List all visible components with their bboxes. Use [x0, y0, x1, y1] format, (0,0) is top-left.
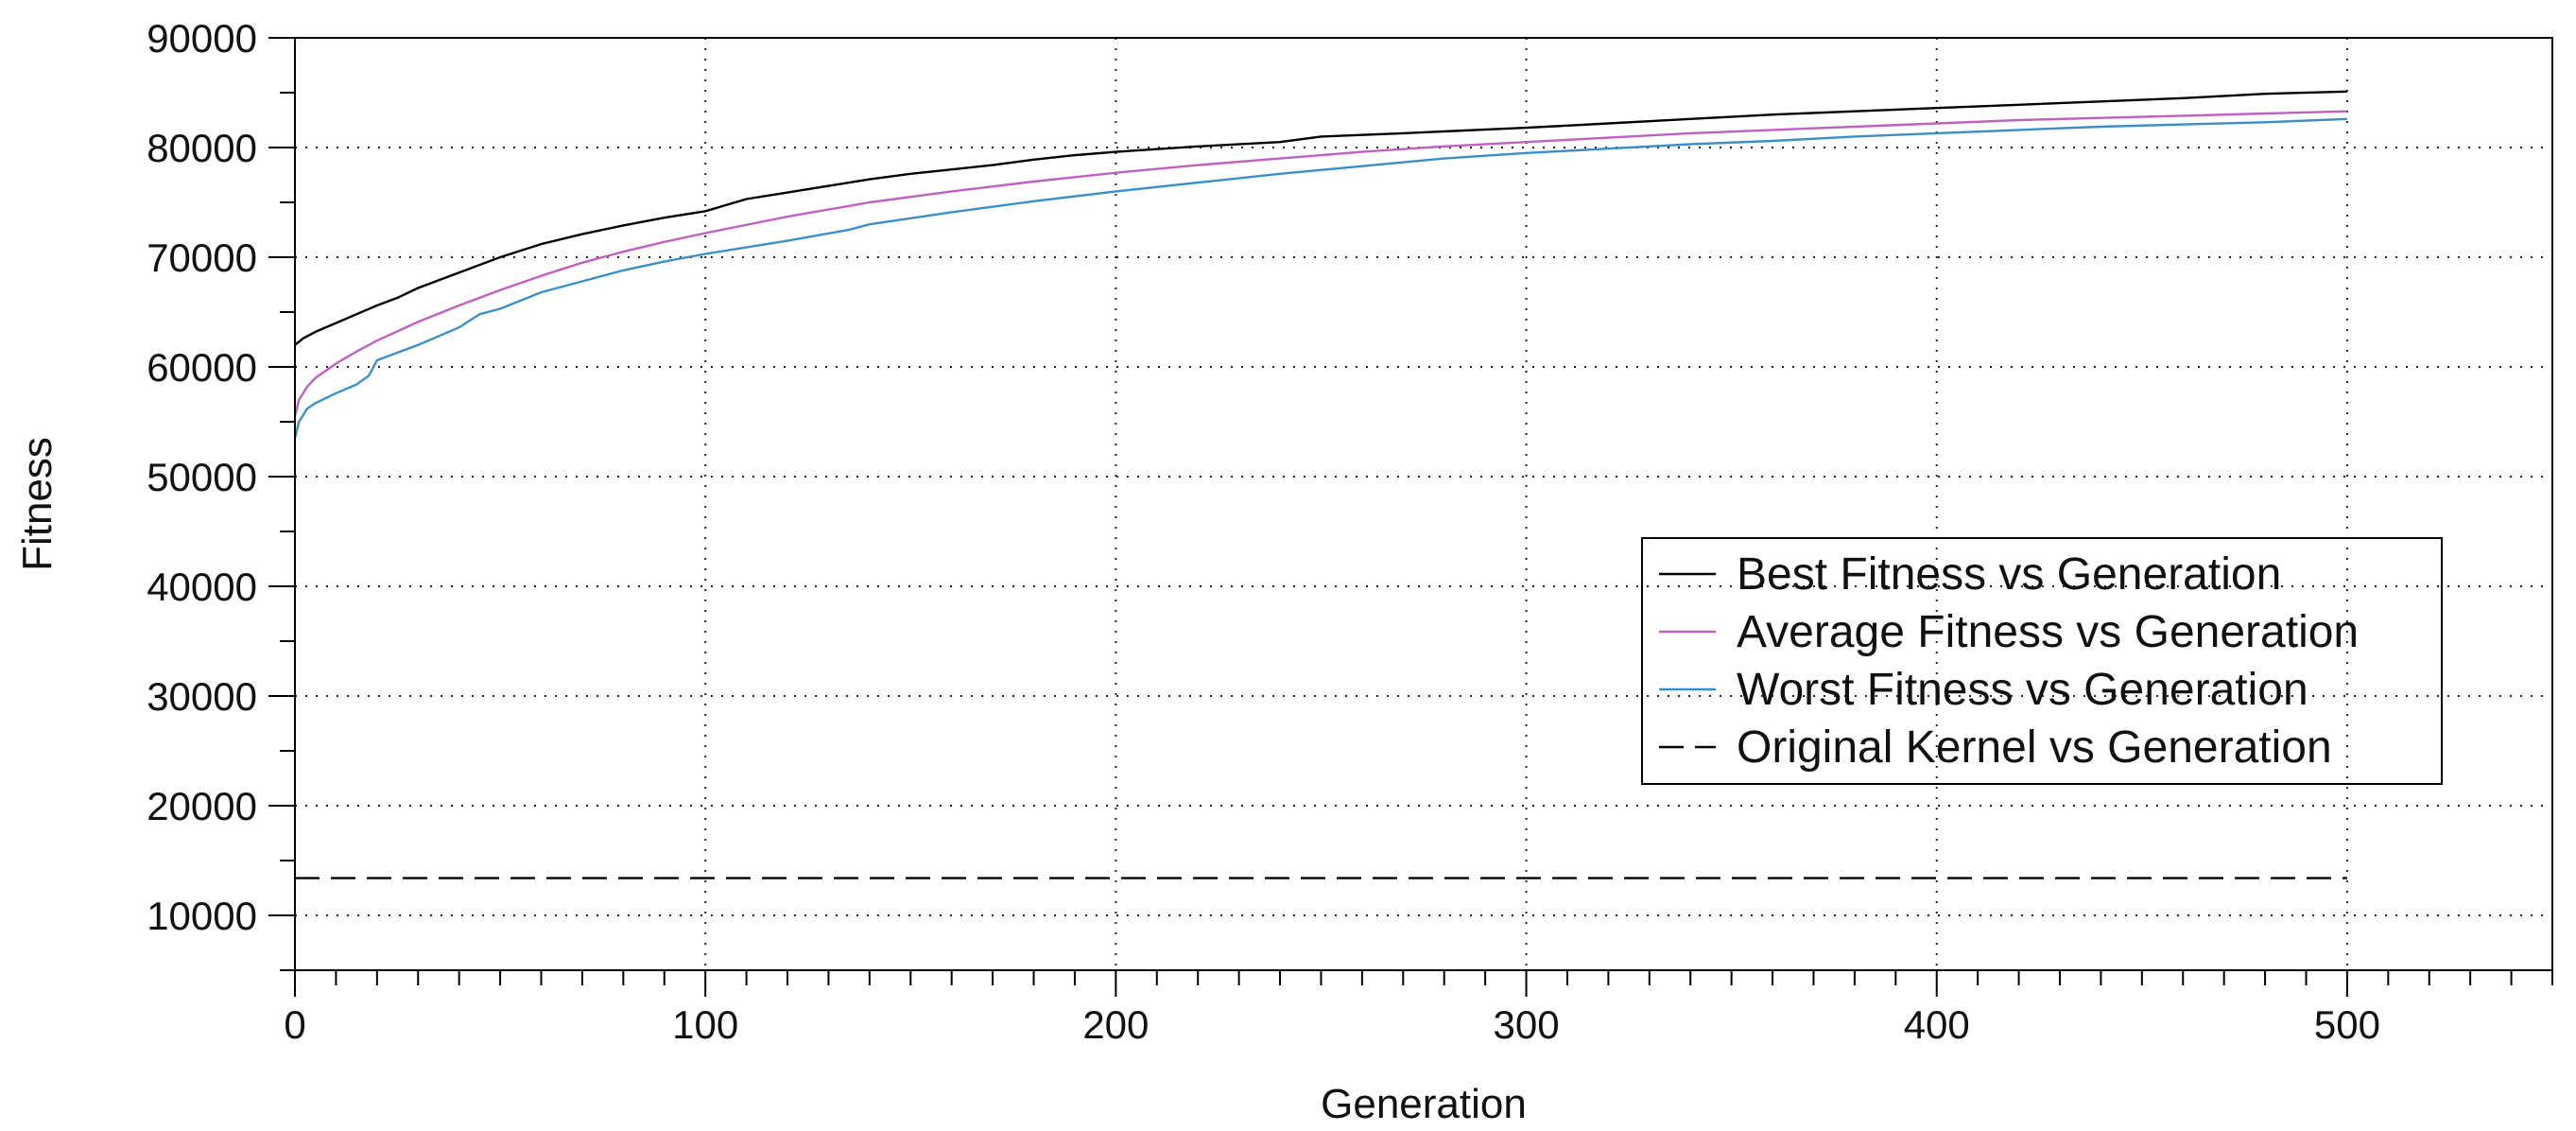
y-tick-label: 70000 [147, 235, 257, 280]
x-tick-label: 100 [672, 1002, 738, 1047]
x-tick-label: 0 [284, 1002, 305, 1047]
y-tick-label: 90000 [147, 16, 257, 61]
y-tick-label: 50000 [147, 455, 257, 499]
x-axis-label: Generation [1321, 1081, 1527, 1127]
x-tick-label: 400 [1904, 1002, 1970, 1047]
best-fitness-vs-generation-line [294, 90, 2347, 346]
y-tick-label: 30000 [147, 674, 257, 719]
worst-fitness-vs-generation-line [293, 117, 2347, 439]
y-tick-label: 80000 [147, 126, 257, 170]
grid-lines [295, 37, 2552, 970]
plot-area-frame [294, 37, 2553, 971]
legend-label-average-fitness-vs-generation: Average Fitness vs Generation [1737, 607, 2359, 657]
legend-label-best-fitness-vs-generation: Best Fitness vs Generation [1737, 549, 2281, 600]
x-tick-label: 500 [2314, 1002, 2380, 1047]
x-tick-label: 200 [1082, 1002, 1149, 1047]
series-lines [293, 90, 2347, 879]
y-tick-label: 10000 [147, 894, 257, 938]
legend-label-original-kernel-vs-generation: Original Kernel vs Generation [1737, 722, 2332, 773]
y-axis-label: Fitness [14, 437, 61, 571]
legend-box [1641, 537, 2443, 785]
axis-ticks: 0 100 200 300 400 500 10000 20000 30000 40000 5000… [147, 16, 2553, 1047]
y-tick-label: 40000 [147, 565, 257, 609]
legend: Best Fitness vs Generation Average Fitnes… [1641, 537, 2443, 785]
y-tick-label: 60000 [147, 345, 257, 390]
y-tick-label: 20000 [147, 784, 257, 828]
legend-label-worst-fitness-vs-generation: Worst Fitness vs Generation [1737, 665, 2308, 715]
average-fitness-vs-generation-line [293, 110, 2347, 417]
x-tick-label: 300 [1494, 1002, 1560, 1047]
